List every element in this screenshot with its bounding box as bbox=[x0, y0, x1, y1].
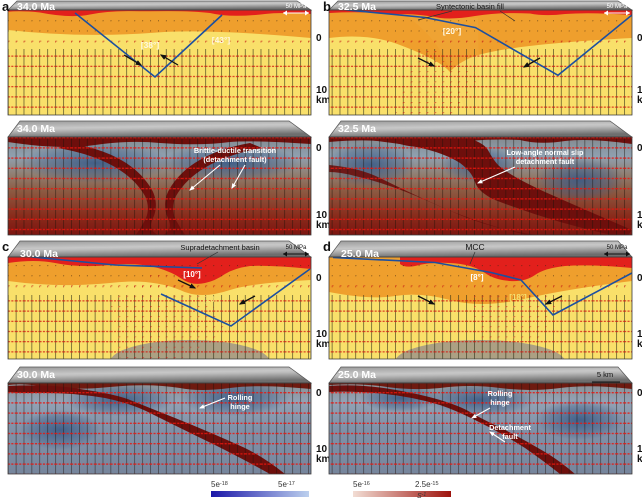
svg-text:0: 0 bbox=[316, 143, 322, 154]
svg-text:32.5 Ma: 32.5 Ma bbox=[338, 123, 376, 135]
svg-text:0: 0 bbox=[316, 33, 322, 44]
svg-text:2.5e-15: 2.5e-15 bbox=[415, 480, 439, 489]
svg-text:32.5 Ma: 32.5 Ma bbox=[338, 1, 376, 13]
svg-text:Rolling: Rolling bbox=[228, 393, 253, 402]
svg-text:hinge: hinge bbox=[230, 402, 249, 411]
svg-text:[20°]: [20°] bbox=[443, 26, 462, 36]
svg-text:50 MPa: 50 MPa bbox=[286, 4, 307, 10]
svg-text:c: c bbox=[2, 239, 9, 254]
svg-text:5e-16: 5e-16 bbox=[353, 480, 370, 489]
svg-text:S-1: S-1 bbox=[417, 492, 426, 499]
svg-text:0: 0 bbox=[637, 33, 642, 44]
svg-text:a: a bbox=[2, 0, 10, 14]
svg-text:50 MPa: 50 MPa bbox=[286, 245, 307, 251]
svg-text:km: km bbox=[637, 220, 642, 231]
svg-text:25.0 Ma: 25.0 Ma bbox=[341, 248, 379, 260]
svg-text:[8°]: [8°] bbox=[471, 273, 484, 282]
svg-text:Low-angle normal slip: Low-angle normal slip bbox=[506, 148, 584, 157]
svg-text:50 MPa: 50 MPa bbox=[607, 4, 628, 10]
svg-text:[38°]: [38°] bbox=[141, 40, 160, 50]
svg-text:Syntectonic basin fill: Syntectonic basin fill bbox=[436, 2, 504, 11]
svg-text:34.0 Ma: 34.0 Ma bbox=[17, 123, 55, 135]
svg-text:km: km bbox=[637, 454, 642, 465]
svg-text:[20°]: [20°] bbox=[203, 295, 221, 304]
svg-text:Supradetachment basin: Supradetachment basin bbox=[180, 243, 259, 252]
svg-text:Detachment: Detachment bbox=[489, 423, 531, 432]
svg-text:detachment fault: detachment fault bbox=[516, 157, 575, 166]
svg-text:0: 0 bbox=[637, 388, 642, 399]
svg-text:30.0 Ma: 30.0 Ma bbox=[17, 369, 55, 381]
svg-text:km: km bbox=[316, 454, 331, 465]
svg-text:[10°]: [10°] bbox=[183, 270, 201, 279]
svg-text:(detachment fault): (detachment fault) bbox=[203, 155, 267, 164]
svg-text:km: km bbox=[316, 95, 331, 106]
svg-text:MCC: MCC bbox=[465, 242, 484, 252]
svg-text:34.0 Ma: 34.0 Ma bbox=[17, 1, 55, 13]
svg-text:km: km bbox=[316, 220, 331, 231]
svg-text:50 MPa: 50 MPa bbox=[607, 245, 628, 251]
svg-text:[18°]: [18°] bbox=[509, 293, 527, 302]
svg-text:Rolling: Rolling bbox=[488, 389, 513, 398]
svg-text:0: 0 bbox=[316, 273, 322, 284]
svg-text:hinge: hinge bbox=[490, 398, 509, 407]
svg-text:5e-17: 5e-17 bbox=[278, 480, 295, 489]
svg-text:km: km bbox=[637, 95, 642, 106]
svg-text:5e-18: 5e-18 bbox=[211, 480, 228, 489]
svg-text:5 km: 5 km bbox=[597, 370, 613, 379]
svg-text:0: 0 bbox=[637, 143, 642, 154]
svg-text:fault: fault bbox=[502, 432, 518, 441]
svg-text:0: 0 bbox=[316, 388, 322, 399]
svg-text:Brittle-ductile transition: Brittle-ductile transition bbox=[194, 146, 276, 155]
svg-text:d: d bbox=[323, 239, 331, 254]
svg-text:km: km bbox=[316, 339, 331, 350]
svg-text:[43°]: [43°] bbox=[212, 35, 231, 45]
svg-text:b: b bbox=[323, 0, 331, 14]
svg-text:km: km bbox=[637, 339, 642, 350]
svg-text:25.0 Ma: 25.0 Ma bbox=[338, 369, 376, 381]
svg-text:0: 0 bbox=[637, 273, 642, 284]
svg-text:30.0 Ma: 30.0 Ma bbox=[20, 248, 58, 260]
